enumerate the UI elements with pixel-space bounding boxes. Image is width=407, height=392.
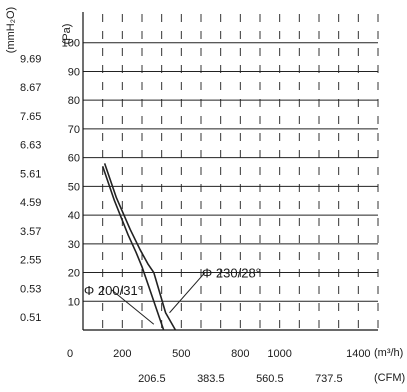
x-unit-cfm: (CFM)	[374, 372, 405, 384]
cfm-tick-label: 206.5	[138, 373, 166, 385]
curve-line-1	[101, 165, 165, 331]
cfm-tick-labels: 206.5 383.5 560.5 737.5	[138, 373, 343, 385]
axes	[82, 12, 378, 331]
mmh2o-tick-label: 0.51	[20, 312, 41, 324]
mmh2o-tick-label: 0.53	[20, 283, 41, 295]
mmh2o-tick-label: 2.55	[20, 255, 41, 267]
pa-tick-label: 30	[68, 239, 80, 251]
pa-tick-label: 60	[68, 153, 80, 165]
pa-tick-label: 20	[68, 268, 80, 280]
pa-tick-label: 100	[62, 38, 80, 50]
pa-tick-label: 70	[68, 124, 80, 136]
mmh2o-tick-label: 5.61	[20, 168, 41, 180]
mmh2o-tick-labels: 0.51 0.53 2.55 3.57 4.59 5.61 6.63 7.65 8.67 9.69	[20, 53, 41, 324]
pa-tick-label: 80	[68, 95, 80, 107]
curve-line-2	[103, 163, 177, 331]
cfm-tick-label: 560.5	[256, 373, 284, 385]
pa-tick-label: 40	[68, 210, 80, 222]
leader-line	[169, 272, 206, 314]
pa-tick-labels: 10 20 30 40 50 60 70 80 90 100	[62, 38, 80, 309]
m3h-tick-label: 1400	[346, 348, 370, 360]
pa-tick-label: 10	[68, 296, 80, 308]
curve-label: Φ 200/31°	[84, 283, 143, 298]
m3h-tick-label: 200	[113, 348, 131, 360]
m3h-tick-label: 800	[231, 348, 249, 360]
y-unit-pa: (Pa)	[61, 24, 73, 45]
m3h-tick-label: 1000	[267, 348, 291, 360]
y-unit-mmh2o: (mmH₂O)	[5, 7, 17, 53]
curve-annotations: Φ 200/31° Φ 230/28°	[84, 266, 261, 325]
pa-tick-label: 90	[68, 66, 80, 78]
m3h-tick-label: 0	[67, 348, 73, 360]
m3h-tick-labels: 0 200 500 800 1000 1400	[67, 348, 371, 360]
vertical-gridlines	[102, 14, 379, 330]
curve-label: Φ 230/28°	[202, 266, 261, 281]
cfm-tick-label: 383.5	[197, 373, 225, 385]
cfm-tick-label: 737.5	[315, 373, 343, 385]
performance-curves	[101, 163, 177, 331]
m3h-tick-label: 500	[172, 348, 190, 360]
x-unit-m3h: (m³/h)	[374, 347, 403, 359]
pa-tick-label: 50	[68, 181, 80, 193]
mmh2o-tick-label: 9.69	[20, 53, 41, 65]
leader-line	[111, 289, 155, 325]
mmh2o-tick-label: 8.67	[20, 82, 41, 94]
mmh2o-tick-label: 6.63	[20, 140, 41, 152]
mmh2o-tick-label: 4.59	[20, 197, 41, 209]
mmh2o-tick-label: 3.57	[20, 226, 41, 238]
mmh2o-tick-label: 7.65	[20, 111, 41, 123]
